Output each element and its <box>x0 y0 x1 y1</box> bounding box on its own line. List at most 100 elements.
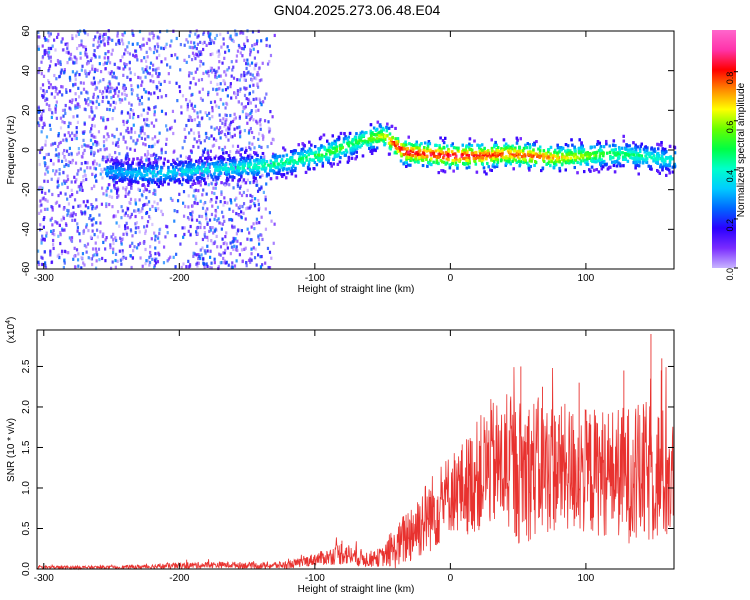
spectrogram-cell <box>244 246 247 250</box>
spectrogram-cell <box>114 252 118 257</box>
spectrogram-cell <box>51 86 55 90</box>
spectrogram-cell <box>41 56 44 60</box>
spectrogram-cell <box>54 89 57 94</box>
spectrogram-cell <box>128 67 131 71</box>
spectrogram-cell <box>84 51 87 55</box>
spectrogram-cell <box>207 183 210 187</box>
spectrogram-cell <box>388 132 392 136</box>
spectrogram-cell <box>218 252 221 256</box>
spectrogram-cell <box>84 47 88 52</box>
spectrogram-cell <box>140 113 143 117</box>
spectrogram-cell <box>528 143 531 147</box>
spectrogram-cell <box>139 131 142 135</box>
spectrogram-cell <box>91 205 94 209</box>
spectrogram-cell <box>185 98 188 102</box>
spectrogram-cell <box>156 260 160 264</box>
spectrogram-cell <box>204 200 207 205</box>
spectrogram-cell <box>139 256 142 260</box>
spectrogram-cell <box>222 79 225 83</box>
spectrogram-cell <box>137 187 140 191</box>
spectrogram-cell <box>199 141 202 145</box>
spectrogram-cell <box>205 217 208 221</box>
spectrogram-cell <box>189 116 193 120</box>
spectrogram-cell <box>43 198 47 202</box>
spectrogram-cell <box>134 198 137 202</box>
spectrogram-cell <box>87 61 90 65</box>
spectrogram-cell <box>184 135 187 139</box>
spectrogram-cell <box>109 72 112 76</box>
spectrogram-cell <box>209 199 212 204</box>
spectrogram-cell <box>125 156 128 160</box>
spectrogram-cell <box>475 154 479 158</box>
spectrogram-cell <box>253 256 257 260</box>
spectrogram-cell <box>210 191 214 195</box>
spectrogram-cell <box>164 45 167 49</box>
spectrogram-cell <box>226 30 230 35</box>
spectrogram-cell <box>75 34 78 38</box>
spectrogram-cell <box>66 177 70 182</box>
spectrogram-cell <box>239 135 242 139</box>
spectrogram-cell <box>357 135 361 139</box>
spectrogram-cell <box>225 231 228 235</box>
spectrogram-cell <box>227 66 231 70</box>
spectrogram-cell <box>198 134 201 138</box>
spectrogram-cell <box>154 105 157 109</box>
spectrogram-cell <box>191 106 194 110</box>
spectrogram-cell <box>47 39 50 43</box>
spectrogram-cell <box>73 136 76 141</box>
spectrogram-cell <box>76 114 79 118</box>
spectrogram-cell <box>442 153 446 157</box>
spectrogram-cell <box>262 137 265 141</box>
spectrogram-cell <box>214 154 218 158</box>
spectrogram-cell <box>251 142 254 146</box>
spectrogram-cell <box>58 142 61 146</box>
spectrogram-cell <box>90 105 93 110</box>
spectrogram-cell <box>252 47 255 51</box>
spectrogram-cell <box>145 158 148 162</box>
spectrogram-cell <box>37 249 40 253</box>
spectrogram-cell <box>68 236 71 240</box>
spectrogram-cell <box>184 204 187 209</box>
spectrogram-cell <box>99 70 103 74</box>
spectrogram-cell <box>245 115 248 119</box>
spectrogram-cell <box>215 50 219 54</box>
spectrogram-cell <box>353 143 356 147</box>
spectrogram-cell <box>229 198 233 203</box>
spectrogram-cell <box>97 142 100 146</box>
spectrogram-cell <box>137 181 140 185</box>
spectrogram-cell <box>93 114 96 118</box>
spectrogram-cell <box>110 96 113 100</box>
spectrogram-cell <box>188 86 191 90</box>
spectrogram-cell <box>88 115 91 119</box>
spectrogram-cell <box>250 79 254 83</box>
spectrogram-cell <box>203 231 207 235</box>
spectrogram-cell <box>235 150 238 155</box>
spectrogram-cell <box>267 120 270 124</box>
spectrogram-cell <box>258 187 262 192</box>
spectrogram-cell <box>180 265 183 270</box>
spectrogram-cell <box>626 159 630 163</box>
spectrogram-cell <box>343 132 346 136</box>
spectrogram-cell <box>59 241 62 246</box>
spectrogram-cell <box>107 42 110 46</box>
spectrogram-cell <box>113 180 117 184</box>
spectrogram-cell <box>171 109 175 113</box>
spectrogram-cell <box>214 72 217 77</box>
spectrogram-cell <box>98 258 101 262</box>
spectrogram-cell <box>57 183 60 188</box>
spectrogram-cell <box>209 249 212 253</box>
spectrogram-cell <box>121 257 124 261</box>
spectrogram-cell <box>190 118 194 123</box>
spectrogram-cell <box>122 135 125 139</box>
spectrogram-cell <box>423 141 427 145</box>
spectrogram-cell <box>152 124 156 128</box>
spectrogram-cell <box>130 130 133 134</box>
spectrogram-cell <box>82 261 85 265</box>
spectrogram-cell <box>82 87 86 91</box>
spectrogram-cell <box>43 250 46 254</box>
spectrogram-cell <box>192 194 195 198</box>
spectrogram-cell <box>176 199 180 203</box>
spectrogram-cell <box>194 197 197 201</box>
spectrogram-cell <box>108 194 111 199</box>
spectrogram-cell <box>248 206 251 210</box>
